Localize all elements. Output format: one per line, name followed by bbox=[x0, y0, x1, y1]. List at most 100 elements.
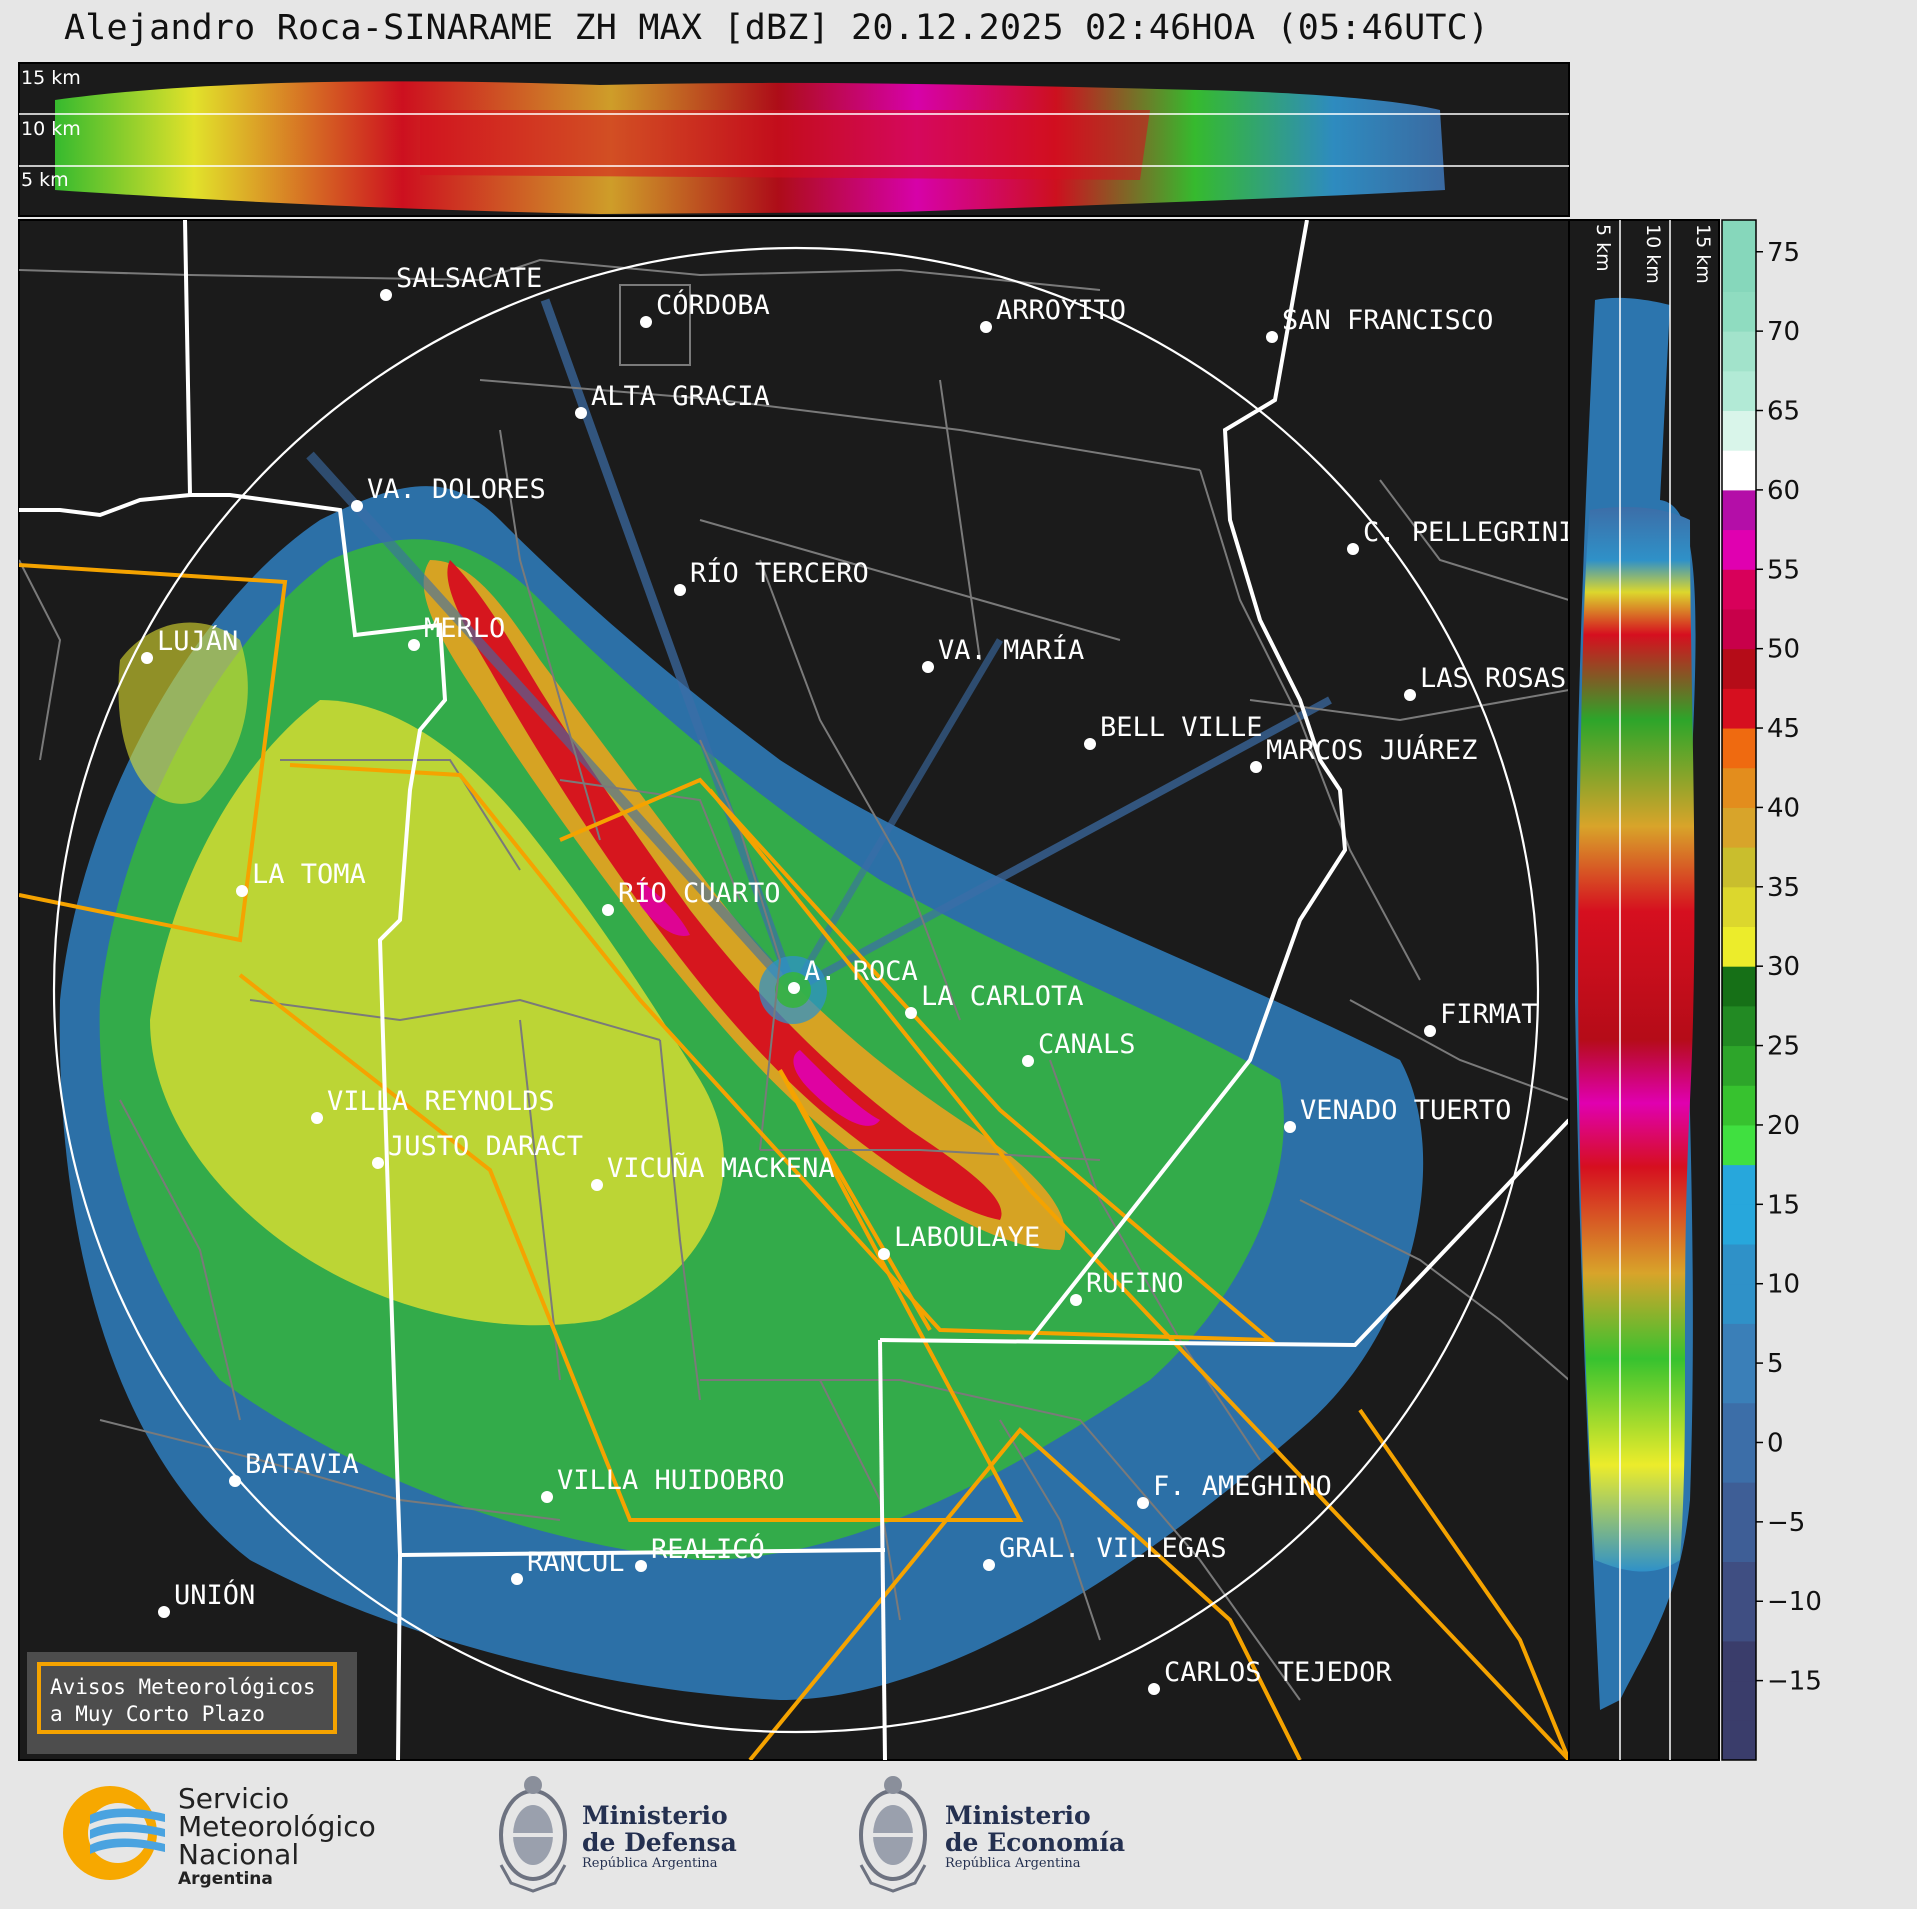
city-dot-icon bbox=[158, 1606, 170, 1618]
colorbar-tick-label: 45 bbox=[1767, 714, 1800, 744]
city-marker: GRAL. VILLEGAS bbox=[983, 1533, 1227, 1571]
colorbar-tick-label: −5 bbox=[1767, 1508, 1805, 1538]
side-height-label: 15 km bbox=[1692, 224, 1714, 284]
city-label: UNIÓN bbox=[174, 1579, 255, 1611]
city-dot-icon bbox=[372, 1157, 384, 1169]
colorbar-band bbox=[1722, 1164, 1756, 1205]
colorbar-band bbox=[1722, 807, 1756, 848]
city-dot-icon bbox=[1137, 1497, 1149, 1509]
colorbar-band bbox=[1722, 688, 1756, 729]
city-dot-icon bbox=[1284, 1121, 1296, 1133]
city-marker: CÓRDOBA bbox=[640, 289, 770, 328]
warning-legend-line2: a Muy Corto Plazo bbox=[50, 1702, 265, 1726]
defensa-line2: de Defensa bbox=[582, 1828, 737, 1857]
city-marker: UNIÓN bbox=[158, 1579, 255, 1618]
city-label: SAN FRANCISCO bbox=[1282, 305, 1493, 336]
city-dot-icon bbox=[980, 321, 992, 333]
city-label: RÍO CUARTO bbox=[618, 877, 781, 909]
city-marker: VILLA REYNOLDS bbox=[311, 1086, 555, 1124]
economia-line3: República Argentina bbox=[945, 1856, 1081, 1871]
city-dot-icon bbox=[635, 1560, 647, 1572]
city-label: ALTA GRACIA bbox=[591, 381, 770, 412]
colorbar-band bbox=[1722, 220, 1756, 292]
colorbar-band bbox=[1722, 608, 1756, 650]
city-label: CÓRDOBA bbox=[656, 289, 770, 321]
city-label: VILLA REYNOLDS bbox=[327, 1086, 555, 1117]
city-label: GRAL. VILLEGAS bbox=[999, 1533, 1227, 1564]
colorbar-tick-label: 5 bbox=[1767, 1349, 1784, 1379]
smn-line2: Meteorológico bbox=[178, 1810, 376, 1843]
city-dot-icon bbox=[1424, 1025, 1436, 1037]
smn-logo-icon bbox=[63, 1786, 165, 1880]
colorbar-band bbox=[1722, 1204, 1756, 1245]
colorbar-tick-label: −15 bbox=[1767, 1667, 1822, 1697]
city-label: CARLOS TEJEDOR bbox=[1164, 1657, 1392, 1688]
city-dot-icon bbox=[575, 407, 587, 419]
city-marker: VA. DOLORES bbox=[351, 474, 546, 512]
city-dot-icon bbox=[788, 982, 800, 994]
colorbar-tick-label: 60 bbox=[1767, 476, 1800, 506]
city-dot-icon bbox=[229, 1475, 241, 1487]
top-height-label: 5 km bbox=[21, 169, 69, 191]
city-dot-icon bbox=[541, 1491, 553, 1503]
colorbar-band bbox=[1722, 410, 1756, 451]
city-label: LUJÁN bbox=[157, 625, 238, 657]
colorbar-band bbox=[1722, 450, 1756, 491]
smn-line4: Argentina bbox=[178, 1869, 273, 1889]
range-ring bbox=[52, 246, 1540, 1734]
city-label: MARCOS JUÁREZ bbox=[1266, 734, 1477, 766]
colorbar-band bbox=[1722, 370, 1756, 412]
city-marker: CARLOS TEJEDOR bbox=[1148, 1657, 1392, 1695]
department-boundaries bbox=[19, 258, 1569, 1701]
colorbar-band bbox=[1722, 489, 1756, 531]
city-label: SALSACATE bbox=[396, 263, 542, 294]
city-label: BATAVIA bbox=[245, 1449, 359, 1480]
city-label: VICUÑA MACKENA bbox=[607, 1152, 835, 1184]
city-label: LA TOMA bbox=[252, 859, 366, 890]
city-marker: SAN FRANCISCO bbox=[1266, 305, 1493, 343]
colorbar-band bbox=[1722, 1045, 1756, 1086]
city-marker: JUSTO DARACT bbox=[372, 1131, 583, 1169]
colorbar-tick-label: 30 bbox=[1767, 952, 1800, 982]
colorbar-band bbox=[1722, 1244, 1756, 1285]
colorbar-tick-label: 25 bbox=[1767, 1032, 1800, 1062]
city-dot-icon bbox=[591, 1179, 603, 1191]
smn-logo-text: Servicio Meteorológico Nacional Argentin… bbox=[178, 1782, 376, 1890]
city-label: VA. MARÍA bbox=[938, 634, 1084, 666]
city-marker: ALTA GRACIA bbox=[575, 381, 770, 419]
city-marker: MARCOS JUÁREZ bbox=[1250, 734, 1477, 773]
smn-line1: Servicio bbox=[178, 1782, 290, 1815]
city-marker: RÍO TERCERO bbox=[674, 557, 869, 596]
colorbar-band bbox=[1722, 1482, 1756, 1523]
city-marker: RÍO CUARTO bbox=[602, 877, 781, 916]
side-height-label: 10 km bbox=[1642, 224, 1664, 284]
city-label: RUFINO bbox=[1086, 1268, 1184, 1299]
colorbar-tick-label: 55 bbox=[1767, 555, 1800, 585]
colorbar-tick-label: −10 bbox=[1767, 1587, 1822, 1617]
city-label: RANCUL bbox=[527, 1547, 625, 1578]
top-height-label: 15 km bbox=[21, 67, 81, 89]
city-dot-icon bbox=[922, 661, 934, 673]
city-dot-icon bbox=[602, 904, 614, 916]
city-marker: MERLO bbox=[408, 613, 505, 651]
city-dot-icon bbox=[408, 639, 420, 651]
city-marker: LA TOMA bbox=[236, 859, 366, 897]
colorbar-band bbox=[1722, 926, 1756, 967]
colorbar-band bbox=[1722, 1124, 1756, 1166]
city-marker: SALSACATE bbox=[380, 263, 542, 301]
defensa-coat-of-arms-icon bbox=[499, 1776, 567, 1893]
colorbar-band bbox=[1722, 1085, 1756, 1126]
city-marker: C. PELLEGRINI bbox=[1347, 517, 1574, 555]
city-label: F. AMEGHINO bbox=[1153, 1471, 1332, 1502]
colorbar-tick-label: 0 bbox=[1767, 1428, 1784, 1458]
city-label: JUSTO DARACT bbox=[388, 1131, 583, 1162]
smn-line3: Nacional bbox=[178, 1838, 300, 1871]
city-dot-icon bbox=[1250, 761, 1262, 773]
city-marker: CANALS bbox=[1022, 1029, 1136, 1067]
defensa-logo-text: Ministerio de Defensa República Argentin… bbox=[582, 1802, 737, 1872]
city-dot-icon bbox=[1084, 738, 1096, 750]
colorbar-band bbox=[1722, 767, 1756, 808]
city-marker: BATAVIA bbox=[229, 1449, 359, 1487]
